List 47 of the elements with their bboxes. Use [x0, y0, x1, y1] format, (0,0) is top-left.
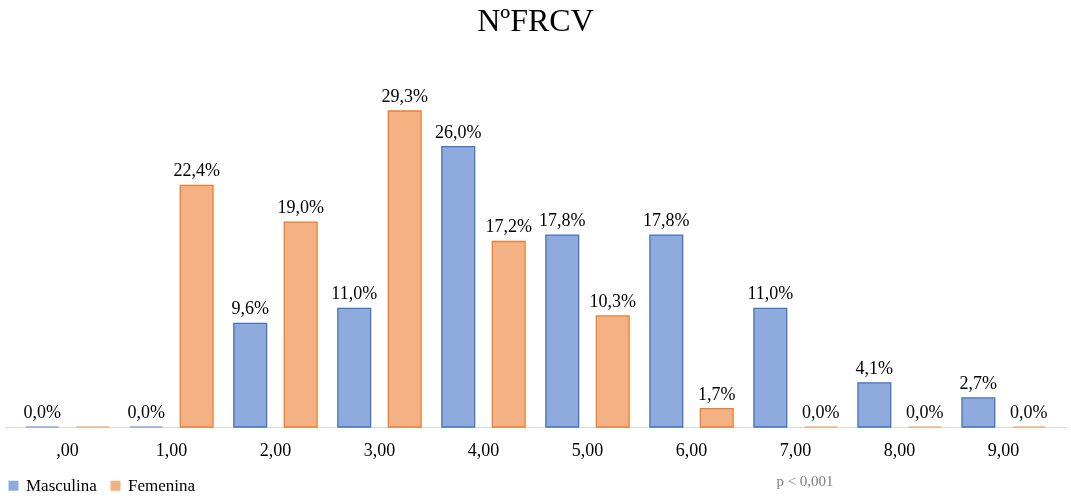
bar: [337, 307, 372, 428]
data-label: 19,0%: [277, 197, 324, 218]
bar: [441, 145, 476, 428]
data-label: 11,0%: [331, 283, 378, 304]
bar: [387, 110, 422, 428]
bar: [491, 240, 526, 428]
data-label: 0,0%: [906, 402, 944, 422]
data-label: 1,7%: [698, 383, 736, 404]
data-label: 29,3%: [381, 86, 428, 106]
data-label: 10,3%: [589, 290, 636, 311]
x-tick-label: 1,00: [155, 439, 188, 460]
data-label: 0,0%: [802, 402, 840, 422]
bar: [545, 234, 580, 428]
data-label: 17,2%: [485, 216, 532, 237]
x-tick-label: 6,00: [675, 439, 708, 460]
x-tick-label: 3,00: [363, 439, 396, 460]
x-tick-label: ,00: [56, 439, 79, 460]
data-label: 22,4%: [173, 160, 220, 181]
bar: [857, 382, 892, 428]
bar: [179, 184, 214, 428]
chart-title: NºFRCV: [477, 2, 594, 38]
bar: [961, 397, 996, 428]
data-label: 17,8%: [539, 210, 586, 231]
data-label: 26,0%: [435, 121, 482, 142]
x-tick-label: 9,00: [987, 439, 1020, 460]
x-tick-label: 7,00: [779, 439, 812, 460]
data-label: 0,0%: [127, 402, 165, 422]
data-label: 9,6%: [231, 298, 269, 319]
x-tick-label: 4,00: [467, 439, 500, 460]
legend-label: Femenina: [128, 475, 196, 495]
data-label: 0,0%: [1010, 402, 1048, 422]
x-tick-label: 8,00: [883, 439, 916, 460]
legend-label: Masculina: [26, 475, 98, 495]
bar: [595, 315, 630, 428]
bar: [753, 307, 788, 428]
bar: [649, 234, 684, 428]
data-label: 17,8%: [643, 210, 690, 231]
bar: [283, 221, 318, 428]
bar: [233, 322, 268, 428]
x-tick-label: 5,00: [571, 439, 604, 460]
data-label: 0,0%: [23, 402, 61, 422]
data-label: 2,7%: [959, 372, 998, 393]
data-label: 11,0%: [747, 283, 794, 304]
bar: [699, 408, 734, 428]
x-tick-label: 2,00: [259, 439, 292, 460]
text: p < 0,001: [776, 473, 834, 489]
data-label: 4,1%: [855, 357, 894, 378]
